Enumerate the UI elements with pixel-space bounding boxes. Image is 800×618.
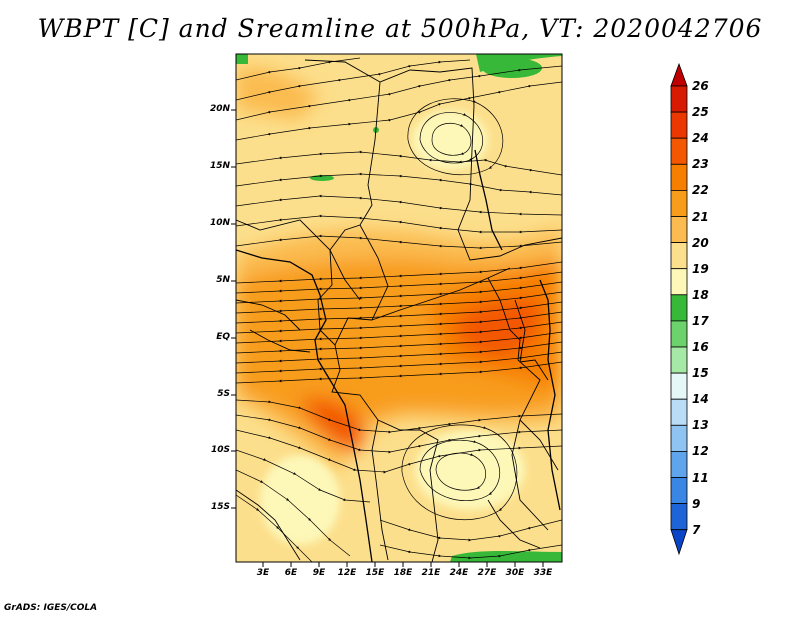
colorbar-label: 16: [692, 340, 709, 354]
colorbar-label: 14: [692, 392, 709, 406]
colorbar-segment: [670, 85, 688, 113]
lat-label: EQ: [216, 332, 230, 342]
lon-label: 3E: [256, 568, 270, 578]
lon-label: 21E: [421, 568, 441, 578]
colorbar-label: 11: [692, 471, 709, 485]
lat-label: 10N: [209, 218, 230, 228]
lat-label: 5N: [216, 275, 230, 285]
colorbar-segment: [670, 320, 688, 348]
lon-label: 6E: [284, 568, 298, 578]
colorbar-label: 19: [692, 262, 709, 276]
colorbar-segment: [670, 294, 688, 322]
lat-label: 15S: [210, 502, 230, 512]
lon-label: 18E: [393, 568, 413, 578]
colorbar-label: 13: [692, 418, 709, 432]
lon-label: 30E: [505, 568, 525, 578]
colorbar-segment: [670, 398, 688, 426]
colorbar-label: 9: [692, 497, 701, 511]
colorbar-label: 25: [692, 105, 709, 119]
colorbar-segment: [670, 111, 688, 139]
colorbar-label: 15: [692, 366, 709, 380]
lat-label: 20N: [209, 104, 230, 114]
colorbar-label: 23: [692, 157, 709, 171]
colorbar-segment: [670, 268, 688, 296]
lat-ticks: [231, 109, 236, 509]
colorbar-segment: [670, 163, 688, 191]
colorbar-bottom-triangle: [670, 529, 688, 556]
colorbar-label: 26: [692, 79, 709, 93]
lon-label: 27E: [477, 568, 497, 578]
colorbar-label: 7: [692, 523, 701, 537]
lat-label: 15N: [209, 161, 230, 171]
colorbar-segment: [670, 216, 688, 244]
colorbar-label: 20: [692, 236, 709, 250]
lon-label: 33E: [533, 568, 553, 578]
colorbar-segment: [670, 137, 688, 165]
colorbar-label: 18: [692, 288, 709, 302]
grads-credit: GrADS: IGES/COLA: [4, 603, 98, 613]
colorbar-segment: [670, 424, 688, 452]
colorbar-label: 12: [692, 444, 709, 458]
colorbar-segment: [670, 242, 688, 270]
lat-label: 10S: [210, 445, 230, 455]
streamlines: [236, 57, 562, 562]
lon-label: 12E: [337, 568, 357, 578]
colorbar-segment: [670, 450, 688, 478]
map-frame: [235, 53, 563, 563]
lat-label: 5S: [217, 389, 230, 399]
colorbar-segment: [670, 346, 688, 374]
lon-label: 24E: [449, 568, 469, 578]
colorbar-segment: [670, 503, 688, 531]
colorbar-label: 24: [692, 131, 709, 145]
colorbar-label: 21: [692, 210, 709, 224]
colorbar-segment: [670, 189, 688, 217]
plot-title: WBPT [C] and Sreamline at 500hPa, VT: 20…: [37, 14, 763, 43]
colorbar: [670, 62, 688, 556]
colorbar-label: 22: [692, 183, 709, 197]
colorbar-top-triangle: [670, 62, 688, 87]
lon-label: 15E: [365, 568, 385, 578]
colorbar-segment: [670, 477, 688, 505]
wbpt-field: [236, 54, 562, 562]
lon-ticks: [262, 562, 544, 567]
colorbar-label: 17: [692, 314, 709, 328]
colorbar-segment: [670, 372, 688, 400]
lon-label: 9E: [312, 568, 326, 578]
